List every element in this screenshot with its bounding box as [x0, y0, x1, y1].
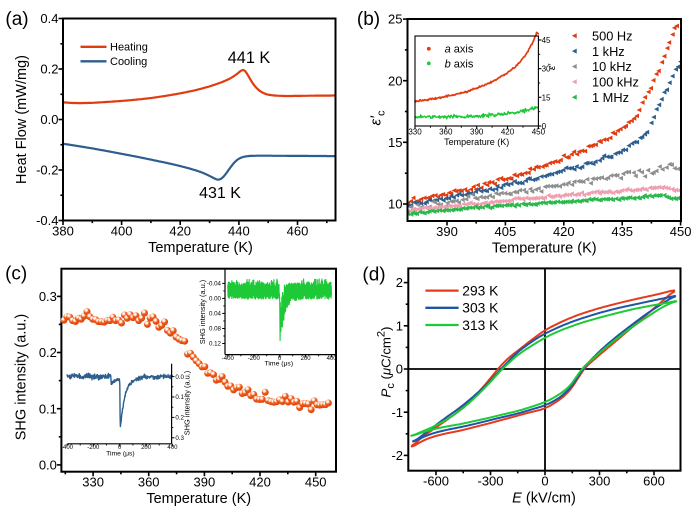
- svg-text:441 K: 441 K: [228, 49, 271, 67]
- svg-text:-1: -1: [391, 405, 403, 420]
- svg-text:0.4: 0.4: [40, 11, 58, 26]
- svg-text:360: 360: [138, 475, 160, 490]
- svg-text:0.12: 0.12: [209, 341, 222, 348]
- svg-text:0: 0: [542, 122, 547, 131]
- svg-text:0.2: 0.2: [40, 62, 58, 77]
- svg-text:25: 25: [388, 12, 402, 27]
- svg-text:300: 300: [589, 474, 611, 489]
- svg-text:ε′: ε′: [547, 63, 558, 70]
- svg-text:20: 20: [388, 73, 402, 88]
- svg-text:SHG intensity (a.u.): SHG intensity (a.u.): [198, 280, 207, 344]
- svg-text:420: 420: [169, 223, 191, 238]
- svg-text:200: 200: [301, 356, 312, 362]
- svg-text:0.3: 0.3: [175, 435, 184, 442]
- svg-text:100 kHz: 100 kHz: [592, 74, 639, 89]
- svg-text:2: 2: [396, 275, 403, 290]
- svg-text:420: 420: [501, 128, 515, 137]
- svg-text:-600: -600: [423, 474, 449, 489]
- svg-text:380: 380: [52, 223, 74, 238]
- svg-text:-400: -400: [222, 356, 235, 362]
- svg-text:(d): (d): [362, 265, 385, 286]
- svg-text:Heat Flow (mW/mg): Heat Flow (mW/mg): [14, 55, 30, 184]
- svg-text:10 kHz: 10 kHz: [592, 59, 632, 74]
- svg-text:400: 400: [111, 223, 133, 238]
- svg-text:Temperature (K): Temperature (K): [148, 240, 253, 256]
- svg-text:0.0: 0.0: [39, 458, 57, 473]
- svg-text:460: 460: [287, 223, 309, 238]
- svg-text:45: 45: [542, 36, 551, 45]
- svg-text:Cooling: Cooling: [110, 56, 147, 68]
- svg-text:600: 600: [643, 474, 665, 489]
- svg-text:0: 0: [278, 356, 282, 362]
- svg-text:0.3: 0.3: [39, 289, 57, 304]
- svg-text:30: 30: [542, 65, 551, 74]
- svg-text:0.1: 0.1: [39, 401, 57, 416]
- svg-text:Time (μs): Time (μs): [106, 450, 135, 457]
- svg-text:Temperature (K): Temperature (K): [492, 241, 597, 257]
- svg-text:(a): (a): [5, 9, 28, 30]
- svg-text:313 K: 313 K: [462, 318, 499, 333]
- svg-text:(c): (c): [5, 264, 27, 285]
- svg-text:431 K: 431 K: [199, 185, 241, 202]
- svg-text:b axis: b axis: [445, 58, 474, 70]
- svg-text:10: 10: [388, 197, 402, 212]
- svg-text:0.2: 0.2: [175, 415, 184, 422]
- svg-text:400: 400: [167, 445, 178, 451]
- svg-text:400: 400: [327, 356, 338, 362]
- svg-text:360: 360: [439, 128, 453, 137]
- svg-text:405: 405: [495, 224, 517, 239]
- svg-text:330: 330: [408, 128, 422, 137]
- svg-text:450: 450: [532, 128, 546, 137]
- svg-text:330: 330: [82, 475, 104, 490]
- svg-text:-200: -200: [87, 445, 100, 451]
- svg-text:-300: -300: [477, 474, 503, 489]
- svg-text:450: 450: [305, 475, 327, 490]
- svg-text:200: 200: [141, 445, 152, 451]
- svg-text:Pc (μC/cm2): Pc (μC/cm2): [376, 327, 398, 398]
- svg-text:420: 420: [553, 224, 575, 239]
- svg-text:Heating: Heating: [110, 42, 148, 54]
- svg-text:303 K: 303 K: [462, 301, 499, 316]
- svg-text:1: 1: [396, 318, 403, 333]
- svg-text:0.2: 0.2: [39, 345, 57, 360]
- svg-text:-2: -2: [391, 448, 403, 463]
- svg-text:0.1: 0.1: [175, 394, 184, 401]
- svg-text:390: 390: [470, 128, 484, 137]
- svg-text:-400: -400: [61, 445, 74, 451]
- svg-text:Temperature (K): Temperature (K): [444, 137, 509, 147]
- svg-text:0: 0: [396, 362, 403, 377]
- svg-text:15: 15: [542, 93, 551, 102]
- svg-text:Temperature (K): Temperature (K): [146, 491, 251, 507]
- svg-text:-200: -200: [248, 356, 261, 362]
- svg-text:435: 435: [611, 224, 633, 239]
- svg-text:SHG intensity (a.u.): SHG intensity (a.u.): [183, 371, 192, 435]
- svg-text:SHG intensity (a.u.): SHG intensity (a.u.): [14, 314, 30, 441]
- svg-text:293 K: 293 K: [462, 283, 499, 298]
- svg-text:0.00: 0.00: [209, 296, 222, 303]
- svg-text:Time (μs): Time (μs): [265, 361, 294, 368]
- svg-text:15: 15: [388, 135, 402, 150]
- svg-text:0: 0: [118, 445, 122, 451]
- svg-text:0.04: 0.04: [209, 311, 222, 318]
- svg-text:0.0: 0.0: [175, 374, 184, 381]
- svg-text:-0.04: -0.04: [207, 281, 222, 288]
- svg-text:E (kV/cm): E (kV/cm): [512, 490, 576, 506]
- svg-text:500 Hz: 500 Hz: [592, 28, 633, 43]
- svg-text:450: 450: [670, 224, 692, 239]
- svg-text:0.08: 0.08: [209, 326, 222, 333]
- svg-text:440: 440: [228, 223, 250, 238]
- svg-text:a axis: a axis: [445, 44, 474, 56]
- svg-text:0: 0: [541, 474, 548, 489]
- svg-text:-0.2: -0.2: [36, 163, 58, 178]
- svg-text:390: 390: [436, 224, 458, 239]
- svg-text:1 MHz: 1 MHz: [592, 90, 629, 105]
- svg-text:1 kHz: 1 kHz: [592, 44, 625, 59]
- svg-text:-0.4: -0.4: [36, 213, 58, 228]
- svg-text:ε′c: ε′c: [368, 110, 388, 125]
- svg-text:0.0: 0.0: [40, 112, 58, 127]
- svg-text:420: 420: [249, 475, 271, 490]
- svg-text:390: 390: [194, 475, 216, 490]
- svg-text:(b): (b): [357, 9, 380, 30]
